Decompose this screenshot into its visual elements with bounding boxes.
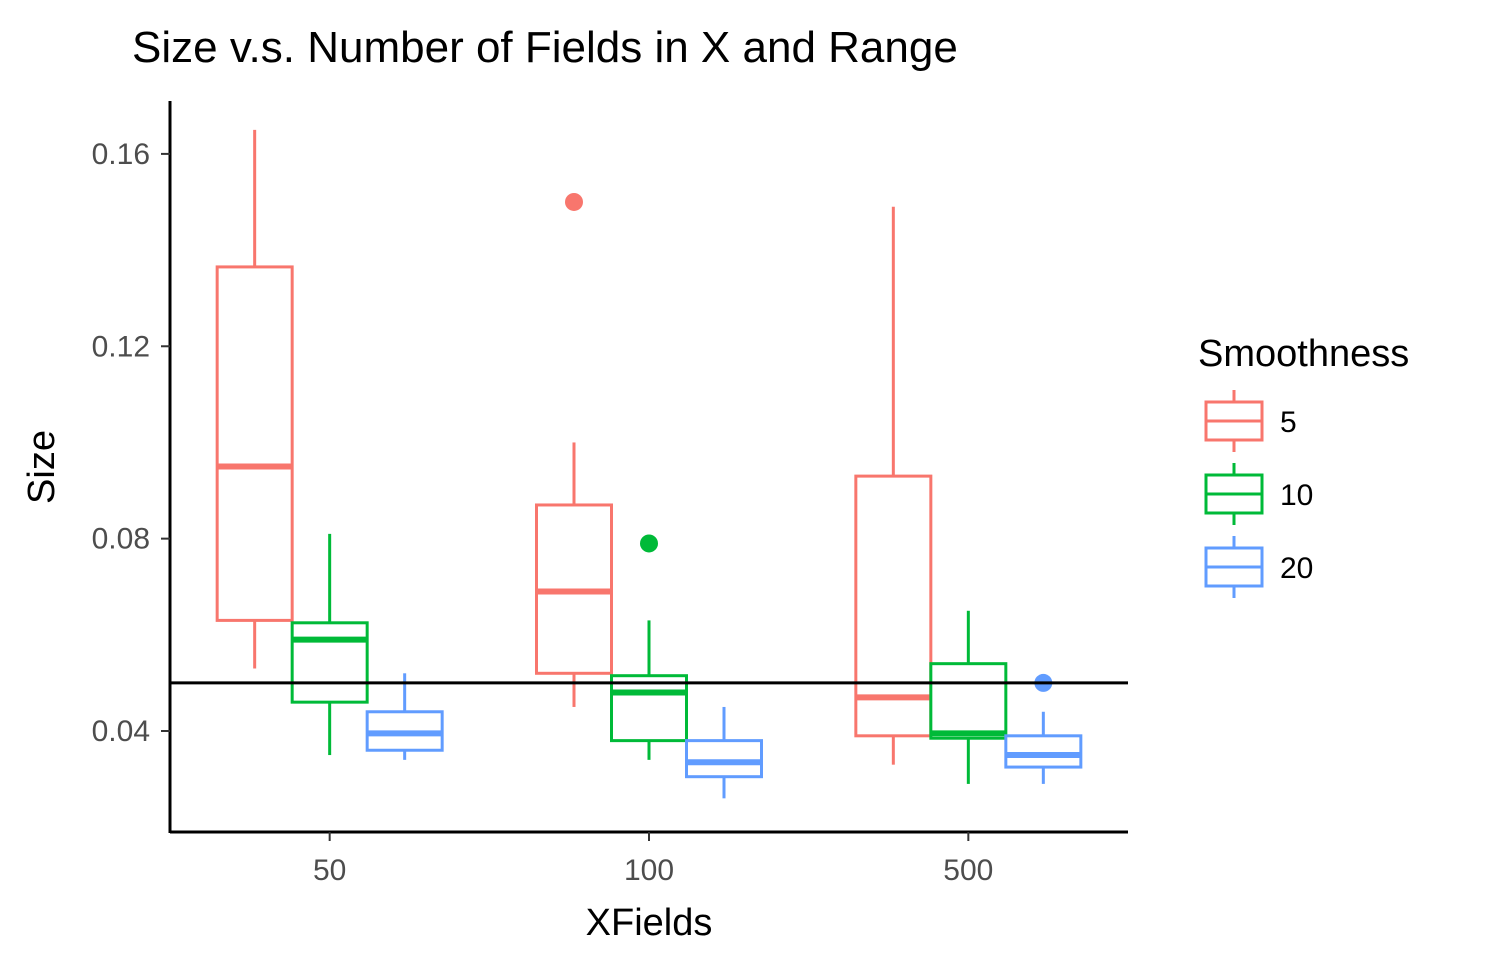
box-100-smoothness-5 — [535, 192, 613, 707]
legend-label: 5 — [1280, 406, 1297, 439]
outlier-point — [640, 534, 658, 553]
box-iqr — [290, 621, 369, 704]
x-tick-label: 100 — [624, 854, 674, 887]
y-tick-label: 0.04 — [92, 715, 150, 748]
box-50-smoothness-10 — [290, 533, 369, 756]
box-50-smoothness-20 — [365, 673, 444, 760]
legend-item-10: 10 — [1204, 463, 1313, 525]
y-axis-title: Size — [21, 430, 63, 504]
legend-item-20: 20 — [1204, 536, 1313, 598]
x-axis-title: XFields — [586, 902, 713, 944]
y-axis-ticks: 0.04 0.08 0.12 0.16 — [92, 138, 170, 748]
box-100-smoothness-10 — [610, 534, 688, 760]
y-tick-label: 0.08 — [92, 523, 150, 556]
plot-area — [170, 129, 1128, 799]
legend-item-5: 5 — [1204, 390, 1297, 452]
legend-title: Smoothness — [1198, 333, 1409, 375]
box-100-smoothness-20 — [685, 706, 763, 799]
box-iqr — [1004, 734, 1083, 769]
legend-label: 10 — [1280, 479, 1313, 512]
box-500-smoothness-10 — [929, 610, 1008, 784]
box-500-smoothness-20 — [1004, 673, 1083, 784]
y-tick-label: 0.16 — [92, 138, 150, 171]
box-500-smoothness-5 — [854, 206, 933, 765]
box-iqr — [929, 662, 1008, 740]
y-tick-label: 0.12 — [92, 330, 150, 363]
outlier-point — [565, 192, 583, 211]
x-axis-ticks: 50 100 500 — [313, 832, 993, 887]
x-tick-label: 500 — [943, 854, 993, 887]
box-iqr — [610, 674, 688, 743]
box-iqr — [215, 265, 294, 622]
box-iqr — [685, 739, 763, 779]
chart-title: Size v.s. Number of Fields in X and Rang… — [132, 23, 958, 72]
x-tick-label: 50 — [313, 854, 346, 887]
legend-label: 20 — [1280, 552, 1313, 585]
box-iqr — [854, 474, 933, 738]
box-50-smoothness-5 — [215, 129, 294, 669]
legend: Smoothness 5 10 20 — [1198, 333, 1409, 598]
